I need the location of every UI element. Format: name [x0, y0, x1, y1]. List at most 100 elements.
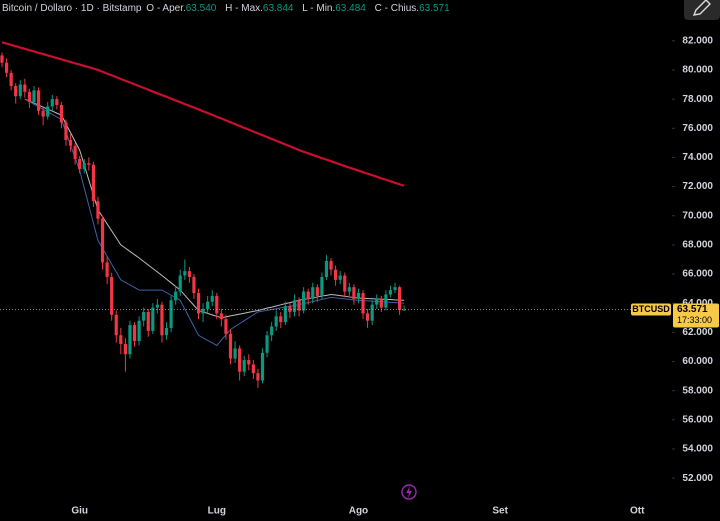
- y-tick-label: 64.000: [682, 298, 713, 309]
- candle-body: [379, 298, 383, 308]
- symbol-label: Bitcoin / Dollaro · 1D · Bitstamp: [2, 3, 142, 14]
- candle-body: [174, 291, 178, 301]
- candle-body: [110, 276, 114, 315]
- symbol-tag-bg: [631, 303, 671, 316]
- candle-body: [55, 99, 59, 105]
- candle-body: [361, 293, 365, 314]
- candle-body: [270, 326, 274, 336]
- candle-body: [0, 55, 4, 63]
- candle-body: [68, 139, 73, 146]
- moving-average-line: [24, 98, 405, 347]
- candle-body: [78, 158, 82, 170]
- candle-body: [315, 287, 319, 296]
- candle-body: [155, 304, 159, 308]
- candle-body: [91, 164, 95, 202]
- candle-body: [18, 84, 22, 97]
- draw-tool-button[interactable]: [684, 0, 720, 20]
- moving-average-line: [24, 98, 405, 319]
- price-countdown: 17:33:00: [677, 315, 712, 325]
- y-tick-label: 68.000: [682, 240, 713, 251]
- candle-body: [219, 313, 223, 320]
- y-tick-label: 72.000: [682, 181, 713, 192]
- candle-body: [178, 275, 182, 292]
- candle-body: [279, 316, 283, 323]
- candle-body: [375, 298, 379, 305]
- candle-body: [137, 320, 141, 342]
- candle-body: [324, 260, 329, 277]
- y-tick-label: 62.000: [682, 327, 713, 338]
- candle-body: [146, 311, 150, 331]
- candle-body: [393, 287, 397, 291]
- candle-body: [238, 348, 242, 372]
- y-tick-label: 56.000: [682, 414, 713, 425]
- candle-body: [114, 314, 118, 336]
- candle-body: [132, 325, 137, 342]
- ohlc-value: 63.571: [419, 3, 450, 14]
- candle-body: [119, 335, 123, 345]
- candle-body: [320, 276, 324, 296]
- candle-body: [36, 90, 41, 111]
- x-tick-label: Ott: [630, 506, 645, 517]
- candle-body: [206, 301, 210, 310]
- candle-body: [32, 90, 36, 103]
- candle-body: [338, 275, 342, 280]
- candle-body: [100, 218, 105, 263]
- candle-body: [242, 360, 246, 372]
- candle-body: [343, 275, 347, 292]
- y-tick-label: 54.000: [682, 444, 713, 455]
- candle-body: [59, 104, 64, 123]
- candle-body: [73, 145, 77, 159]
- candle-body: [169, 300, 173, 328]
- candle-body: [27, 91, 32, 103]
- candle-body: [210, 295, 214, 302]
- candle-body: [288, 306, 292, 312]
- candle-body: [196, 293, 201, 314]
- chart-header: Bitcoin / Dollaro · 1D · Bitstamp O - Ap…: [2, 3, 454, 14]
- candle-body: [384, 294, 388, 308]
- candle-body: [352, 287, 356, 299]
- candle-body: [23, 84, 27, 92]
- ohlc-value: 63.844: [262, 3, 294, 14]
- candle-body: [247, 360, 251, 365]
- candle-body: [292, 300, 297, 312]
- candle-body: [105, 262, 109, 277]
- price-tag: 63.571: [677, 304, 708, 315]
- candle-body: [402, 309, 406, 311]
- candle-body: [82, 163, 86, 170]
- candle-body: [233, 348, 237, 359]
- candle-body: [366, 313, 370, 321]
- y-tick-label: 66.000: [682, 269, 713, 280]
- y-tick-label: 78.000: [682, 94, 713, 105]
- candle-body: [183, 271, 187, 276]
- candle-body: [160, 304, 164, 336]
- candle-body: [41, 110, 45, 117]
- symbol-tag: BTCUSD: [632, 304, 670, 314]
- y-tick-label: 74.000: [682, 152, 713, 163]
- candle-body: [46, 106, 50, 117]
- candle-body: [192, 276, 196, 294]
- x-tick-label: Set: [492, 506, 508, 517]
- candle-body: [4, 62, 9, 73]
- y-tick-label: 60.000: [682, 356, 713, 367]
- candle-body: [306, 291, 310, 299]
- y-tick-label: 70.000: [682, 210, 713, 221]
- candle-body: [251, 364, 255, 374]
- y-tick-label: 58.000: [682, 385, 713, 396]
- candle-body: [334, 269, 338, 280]
- candle-body: [297, 300, 301, 311]
- candle-body: [283, 306, 287, 323]
- ohlc-label: H - Max.: [225, 3, 263, 14]
- candle-body: [260, 352, 265, 381]
- y-tick-label: 76.000: [682, 123, 713, 134]
- x-tick-label: Ago: [349, 506, 368, 517]
- candle-body: [142, 311, 146, 321]
- ohlc-label: O - Aper.: [146, 3, 186, 14]
- candle-body: [397, 287, 402, 310]
- candle-body: [311, 287, 315, 299]
- candle-body: [128, 325, 132, 355]
- y-tick-label: 52.000: [682, 473, 713, 484]
- event-marker[interactable]: [401, 484, 417, 500]
- candle-body: [187, 271, 191, 277]
- candle-body: [274, 316, 278, 327]
- candle-body: [256, 373, 260, 381]
